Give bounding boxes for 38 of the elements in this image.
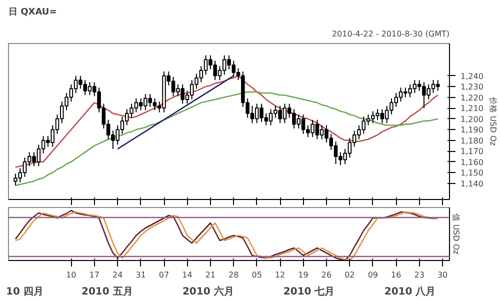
y-tick-label: 1,230	[460, 82, 484, 92]
y-axis-title: 价格 USD Oz	[488, 96, 498, 146]
x-tick-label: 30	[437, 270, 448, 280]
x-tick-label: 21	[205, 270, 216, 280]
y-tick-label: 1,160	[460, 158, 484, 167]
y-tick-label: 1,210	[460, 104, 484, 114]
x-tick-label: 28	[228, 270, 239, 280]
x-tick-label: 26	[321, 270, 332, 280]
x-tick-label: 14	[182, 270, 192, 280]
y-axis-title: 值 USD Oz	[452, 214, 460, 254]
x-tick-label: 12	[274, 270, 286, 280]
text: 2010 六月	[182, 286, 234, 298]
y-tick-label: 1,190	[460, 126, 484, 135]
x-tick-label: 02	[344, 270, 355, 280]
chart-subtitle: 2010-4-22 - 2010-8-30 (GMT)	[332, 30, 450, 38]
chart-title: 日 QXAU=	[8, 6, 57, 18]
text: 10 四月	[6, 286, 44, 298]
y-tick-label: 1,140	[460, 179, 484, 188]
x-tick-label: 16	[391, 270, 402, 280]
y-tick-label: 1,170	[460, 147, 484, 156]
text: 2010 八月	[384, 286, 436, 298]
x-tick-label: 31	[136, 270, 146, 280]
y-tick-label: 1,200	[460, 114, 484, 124]
x-tick-label: 17	[89, 270, 100, 280]
text: 2010 七月	[283, 286, 335, 298]
x-tick-label: 24	[112, 270, 123, 280]
y-tick-label: 1,150	[460, 168, 484, 178]
x-tick-label: 07	[158, 270, 170, 280]
y-tick-label: 1,240	[460, 72, 484, 81]
x-tick-label: 09	[368, 270, 378, 280]
x-tick-label: 23	[414, 270, 424, 280]
x-tick-label: 05	[252, 270, 262, 280]
y-tick-label: 1,220	[460, 93, 484, 102]
x-tick-label: 19	[298, 270, 308, 280]
y-tick-label: 1,180	[460, 136, 484, 146]
line-series	[14, 91, 439, 186]
text: 2010 五月	[81, 286, 133, 298]
x-tick-label: 10	[66, 270, 76, 280]
